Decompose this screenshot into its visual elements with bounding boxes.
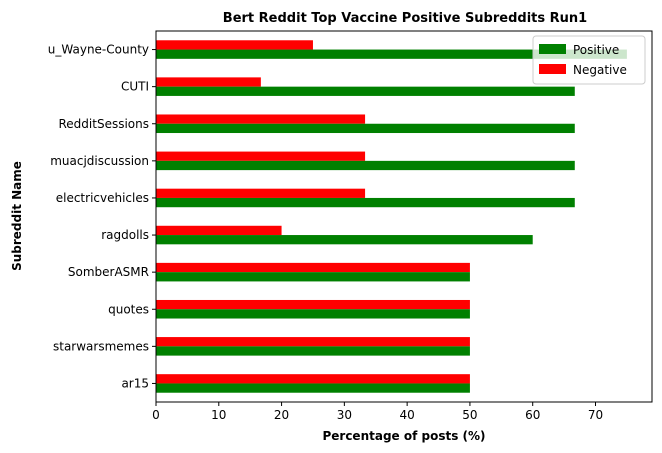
x-tick-label-4: 40 [399,408,414,422]
bar-negative-6 [156,262,470,273]
y-tick-label-9: ar15 [121,376,149,390]
y-tick-label-1: CUTI [121,80,149,94]
legend-swatch-positive [539,44,566,54]
bar-positive-3 [156,160,575,171]
bars-group [156,40,627,393]
y-tick-label-2: RedditSessions [59,117,150,131]
bar-positive-6 [156,272,470,282]
x-tick-label-7: 70 [588,408,603,422]
y-tick-label-6: SomberASMR [68,265,149,279]
bar-positive-9 [156,383,470,393]
x-tick-label-3: 30 [337,408,352,422]
bar-positive-8 [156,346,470,356]
x-tick-label-2: 20 [274,408,289,422]
bar-positive-0 [156,49,627,59]
y-axis-ticks: u_Wayne-County CUTI RedditSessions muacjdis… [48,43,156,390]
bar-negative-9 [156,374,470,384]
y-tick-label-3: muacjdiscussion [50,154,149,168]
y-tick-label-8: starwarsmemes [53,339,149,353]
y-tick-label-0: u_Wayne-County [48,43,149,57]
y-axis-title: Subreddit Name [10,161,24,271]
legend-label-negative: Negative [573,63,627,77]
x-axis-title: Percentage of posts (%) [322,429,485,443]
y-tick-label-5: ragdolls [101,228,149,242]
legend-label-positive: Positive [573,43,619,57]
y-tick-label-7: quotes [108,302,149,316]
bar-negative-0 [156,40,313,50]
x-axis-ticks: 0 10 20 30 40 50 60 70 [152,402,603,422]
plot-frame [155,30,653,403]
x-tick-label-0: 0 [152,408,160,422]
x-tick-label-1: 10 [211,408,226,422]
bar-positive-2 [156,123,575,134]
legend-swatch-negative [539,64,566,74]
legend: Positive Negative [532,35,646,85]
y-tick-label-4: electricvehicles [56,191,149,205]
bar-positive-1 [156,86,575,96]
bar-negative-7 [156,299,470,310]
bar-negative-4 [156,188,366,198]
bar-positive-4 [156,197,575,208]
bar-negative-2 [156,114,366,124]
bar-positive-5 [156,235,533,245]
bar-positive-7 [156,309,470,319]
bar-negative-1 [156,77,261,87]
x-tick-label-6: 60 [525,408,540,422]
chart-title: Bert Reddit Top Vaccine Positive Subredd… [223,11,587,26]
bar-negative-3 [156,151,366,161]
x-tick-label-5: 50 [462,408,477,422]
bar-negative-5 [156,225,282,236]
bar-negative-8 [156,337,470,347]
